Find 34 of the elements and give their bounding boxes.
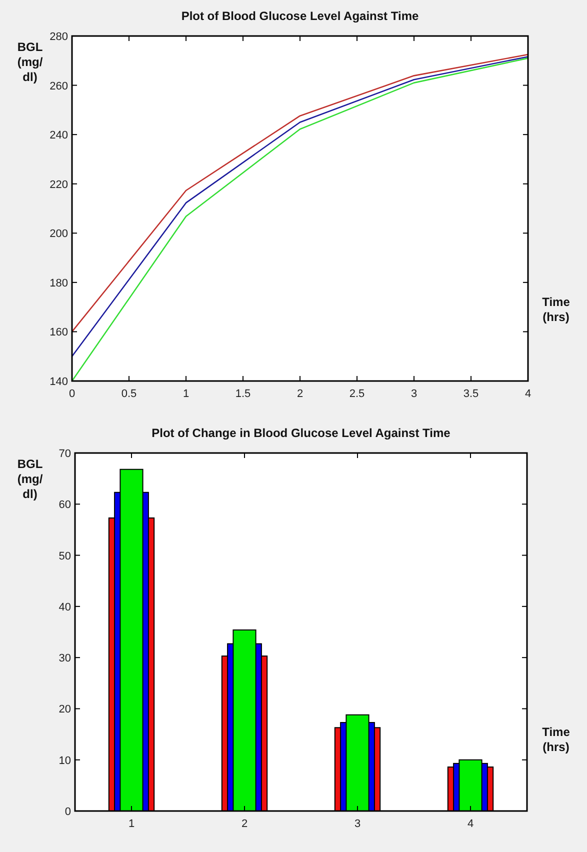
- chart-title: Plot of Blood Glucose Level Against Time: [181, 9, 420, 23]
- x-tick-label: 2: [296, 388, 304, 400]
- x-tick-label: 1.5: [235, 388, 251, 400]
- x-tick-label: 2: [241, 818, 248, 830]
- x-axis-title: Time (hrs): [542, 725, 570, 754]
- y-tick-label: 160: [50, 326, 68, 339]
- x-tick-label: 3: [410, 388, 418, 400]
- y-tick-label: 60: [58, 499, 71, 512]
- x-tick-label: 0.5: [121, 388, 137, 400]
- y-tick-label: 140: [50, 376, 68, 388]
- x-tick-label: 3: [354, 818, 361, 830]
- y-tick-label: 50: [58, 550, 71, 562]
- y-tick-label: 20: [58, 704, 71, 716]
- y-tick-label: 280: [50, 31, 68, 43]
- x-axis-title: Time (hrs): [542, 295, 570, 324]
- chart-title: Plot of Change in Blood Glucose Level Against Time: [152, 426, 451, 440]
- y-tick-label: 40: [58, 601, 71, 614]
- y-axis-title: BGL (mg/dl): [17, 457, 44, 501]
- y-tick-label: 30: [58, 652, 71, 665]
- x-tick-label: 1: [128, 818, 135, 830]
- y-tick-label: 240: [50, 130, 68, 142]
- y-tick-label: 180: [50, 277, 68, 290]
- y-tick-label: 260: [50, 80, 68, 92]
- y-tick-label: 200: [50, 228, 68, 240]
- y-tick-label: 10: [58, 754, 71, 767]
- x-tick-label: 2.5: [349, 388, 365, 400]
- x-tick-label: 1: [182, 388, 190, 400]
- y-tick-label: 220: [50, 178, 68, 191]
- x-tick-label: 3.5: [463, 388, 479, 400]
- y-tick-label: 0: [64, 806, 71, 818]
- y-axis-title: BGL (mg/dl): [17, 40, 44, 84]
- x-tick-label: 4: [467, 818, 474, 830]
- x-tick-label: 4: [524, 388, 532, 400]
- y-tick-label: 70: [58, 448, 71, 460]
